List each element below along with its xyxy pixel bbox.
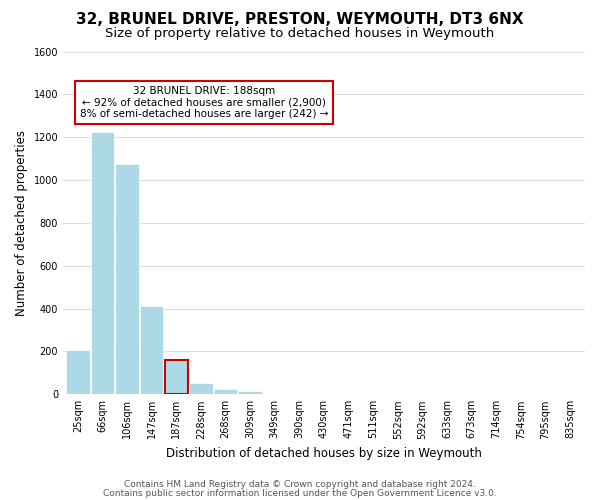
- X-axis label: Distribution of detached houses by size in Weymouth: Distribution of detached houses by size …: [166, 447, 482, 460]
- Y-axis label: Number of detached properties: Number of detached properties: [15, 130, 28, 316]
- Bar: [115, 164, 139, 394]
- Bar: [140, 306, 163, 394]
- Text: 32, BRUNEL DRIVE, PRESTON, WEYMOUTH, DT3 6NX: 32, BRUNEL DRIVE, PRESTON, WEYMOUTH, DT3…: [76, 12, 524, 28]
- Text: 32 BRUNEL DRIVE: 188sqm
← 92% of detached houses are smaller (2,900)
8% of semi-: 32 BRUNEL DRIVE: 188sqm ← 92% of detache…: [80, 86, 328, 119]
- Bar: [66, 350, 89, 395]
- Bar: [214, 389, 237, 394]
- Text: Size of property relative to detached houses in Weymouth: Size of property relative to detached ho…: [106, 28, 494, 40]
- Bar: [91, 132, 114, 394]
- Bar: [164, 360, 188, 394]
- Bar: [238, 391, 262, 394]
- Text: Contains HM Land Registry data © Crown copyright and database right 2024.: Contains HM Land Registry data © Crown c…: [124, 480, 476, 489]
- Bar: [189, 383, 212, 394]
- Text: Contains public sector information licensed under the Open Government Licence v3: Contains public sector information licen…: [103, 488, 497, 498]
